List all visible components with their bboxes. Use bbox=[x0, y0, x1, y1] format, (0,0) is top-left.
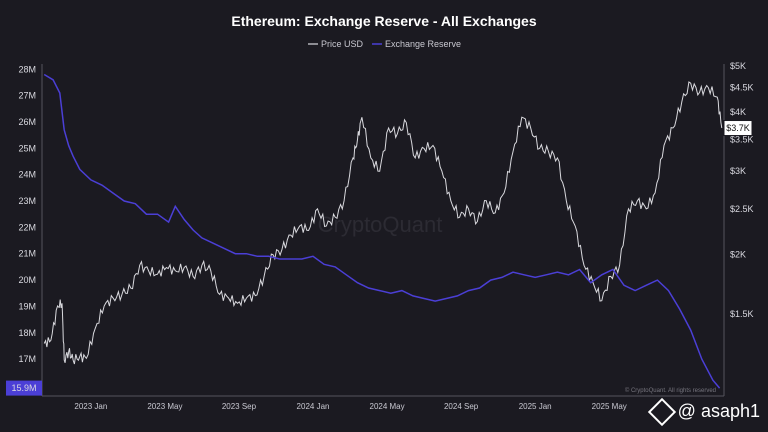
left-axis-ticks: 28M 27M 26M 25M 24M 23M 22M 21M 20M 19M 18M 17M bbox=[18, 64, 36, 364]
x-tick-label: 2024 Sep bbox=[444, 402, 479, 411]
legend-label-price: Price USD bbox=[321, 39, 364, 49]
left-tick-label: 18M bbox=[18, 328, 36, 338]
price-current-box bbox=[723, 120, 753, 137]
x-tick-label: 2025 Jan bbox=[519, 402, 552, 411]
left-tick-label: 28M bbox=[18, 64, 36, 74]
price-current-marker: $3.7K bbox=[723, 120, 753, 137]
copyright-text: © CryptoQuant. All rights reserved bbox=[625, 387, 716, 394]
right-tick-label: $3K bbox=[730, 166, 746, 176]
x-tick-label: 2023 May bbox=[147, 402, 182, 411]
left-tick-label: 22M bbox=[18, 222, 36, 232]
right-tick-label: $2K bbox=[730, 250, 746, 260]
watermark: CryptoQuant bbox=[318, 212, 443, 237]
left-tick-label: 26M bbox=[18, 117, 36, 127]
x-tick-label: 2024 May bbox=[370, 402, 405, 411]
x-axis-ticks: 2023 Jan 2023 May 2023 Sep 2024 Jan 2024 May… bbox=[74, 402, 626, 411]
author-tag: @ asaph1 bbox=[647, 397, 760, 426]
right-tick-label: $1.5K bbox=[730, 309, 754, 319]
left-tick-label: 17M bbox=[18, 354, 36, 364]
left-tick-label: 23M bbox=[18, 196, 36, 206]
left-tick-label: 21M bbox=[18, 249, 36, 259]
legend-label-reserve: Exchange Reserve bbox=[385, 39, 461, 49]
reserve-current-marker: 15.9M bbox=[6, 380, 42, 396]
left-tick-label: 20M bbox=[18, 275, 36, 285]
left-tick-label: 25M bbox=[18, 143, 36, 153]
price-current-label: $3.7K bbox=[726, 123, 750, 133]
left-tick-label: 24M bbox=[18, 170, 36, 180]
right-tick-label: $2.5K bbox=[730, 204, 754, 214]
x-tick-label: 2025 May bbox=[592, 402, 627, 411]
right-tick-label: $5K bbox=[730, 61, 746, 71]
price-usd-line bbox=[43, 81, 723, 365]
right-tick-label: $4.5K bbox=[730, 83, 754, 93]
reserve-current-box bbox=[6, 380, 42, 396]
exchange-reserve-line bbox=[43, 73, 721, 389]
diamond-logo-icon bbox=[647, 397, 676, 426]
x-tick-label: 2023 Jan bbox=[74, 402, 107, 411]
reserve-current-label: 15.9M bbox=[11, 383, 36, 393]
chart-legend: Price USD Exchange Reserve bbox=[308, 39, 461, 49]
author-handle: @ asaph1 bbox=[677, 401, 760, 421]
left-tick-label: 19M bbox=[18, 301, 36, 311]
x-tick-label: 2024 Jan bbox=[297, 402, 330, 411]
x-tick-label: 2023 Sep bbox=[222, 402, 257, 411]
right-axis-ticks: $5K $4.5K $4K $3.5K $3K $2.5K $2K $1.5K bbox=[730, 61, 754, 319]
left-tick-label: 27M bbox=[18, 91, 36, 101]
chart-title: Ethereum: Exchange Reserve - All Exchang… bbox=[231, 13, 536, 29]
right-tick-label: $4K bbox=[730, 107, 746, 117]
right-tick-label: $3.5K bbox=[730, 134, 754, 144]
